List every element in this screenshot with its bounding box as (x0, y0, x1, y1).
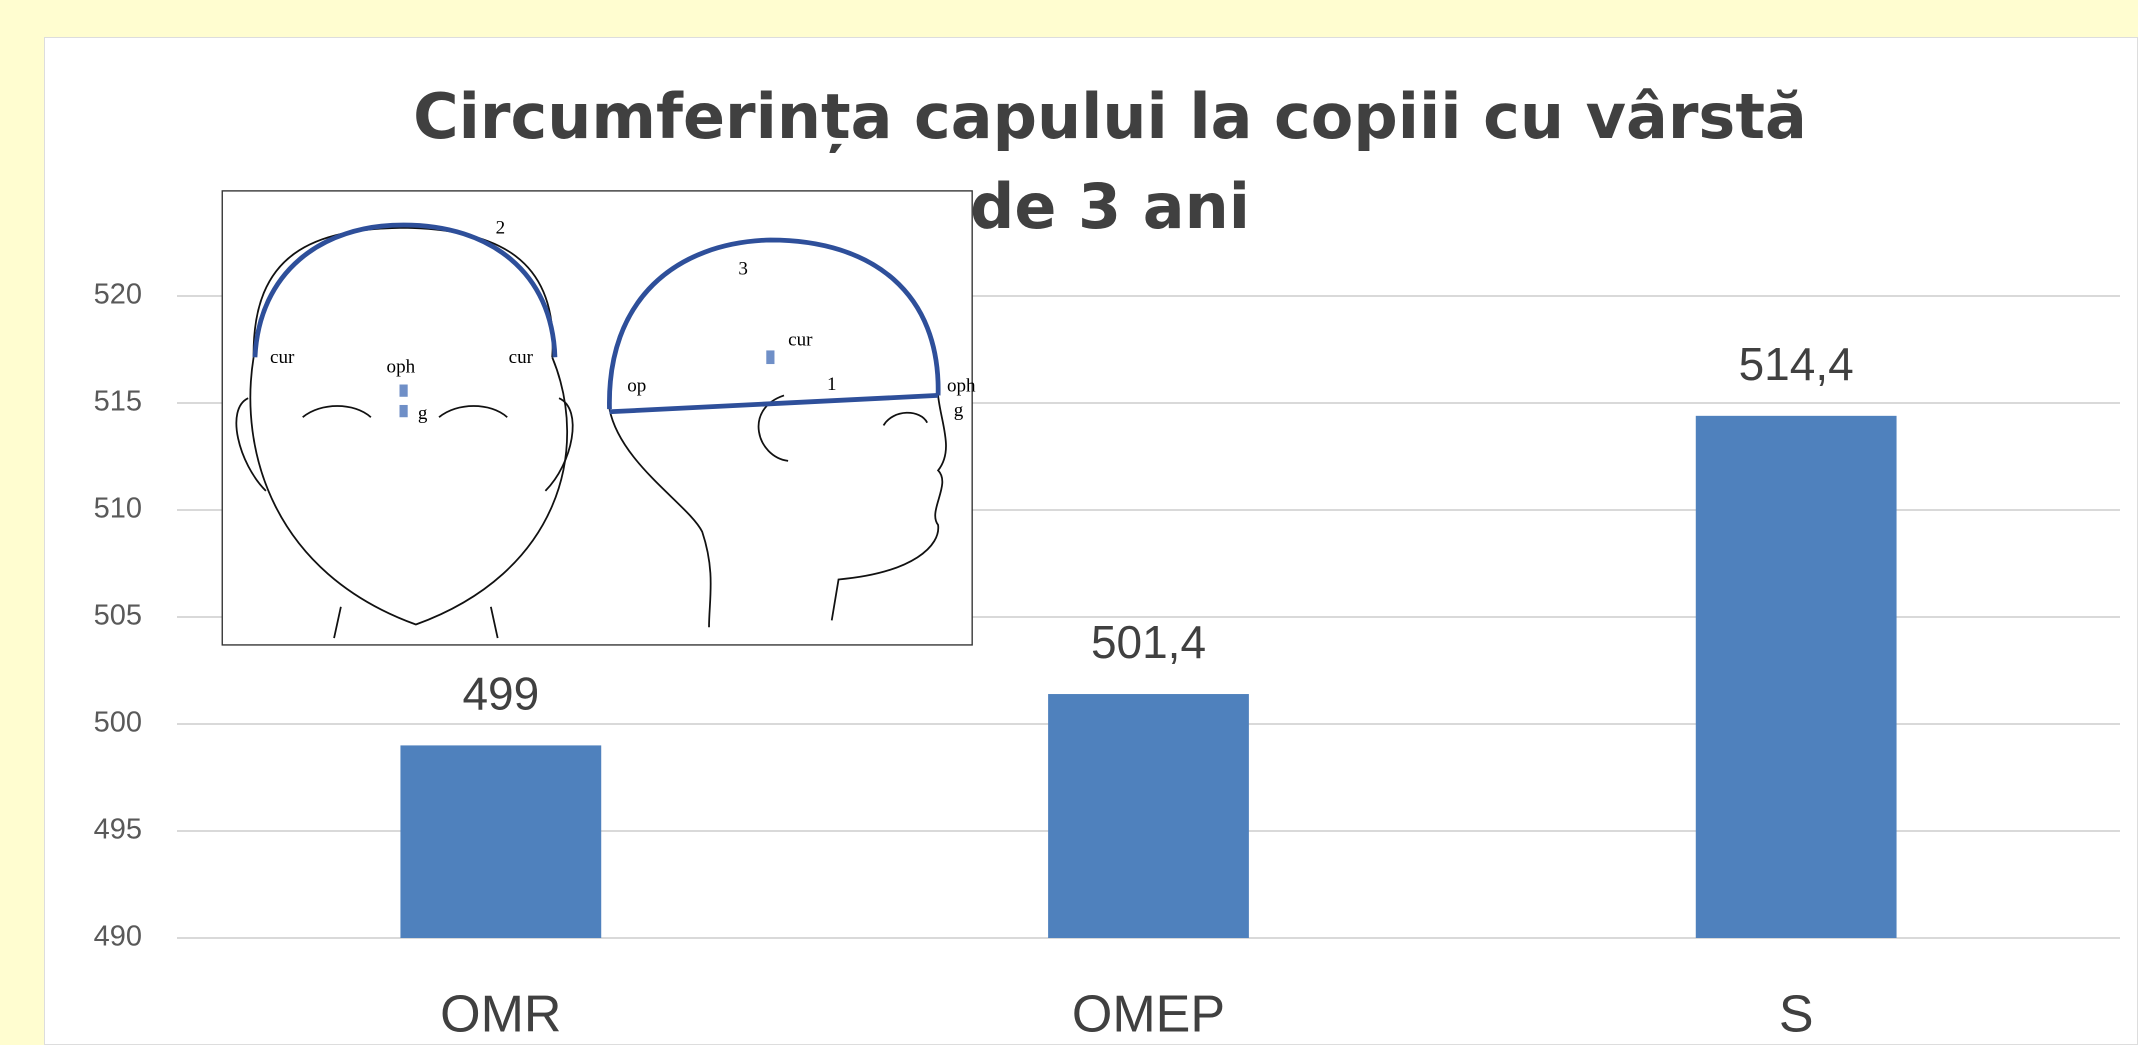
inset-label: cur (788, 329, 813, 350)
bar (1695, 415, 1897, 939)
y-tick-label: 510 (94, 493, 142, 525)
y-tick-label: 520 (94, 279, 142, 311)
y-tick-label: 500 (94, 707, 142, 739)
inset-label: op (627, 376, 646, 397)
y-tick-label: 515 (94, 386, 142, 418)
bar (400, 745, 602, 938)
inset-label: 1 (827, 374, 837, 395)
marker (399, 384, 408, 397)
inset-label: cur (270, 347, 295, 368)
arc-2 (252, 222, 558, 358)
x-tick-label: OMEP (1072, 986, 1225, 1044)
x-tick-label: S (1779, 986, 1814, 1044)
value-label: 501,4 (1091, 616, 1206, 668)
marker (399, 404, 408, 418)
inset-label: cur (509, 347, 534, 368)
inset-label: oph (947, 376, 976, 397)
value-label: 499 (462, 668, 539, 720)
inset-label: 3 (738, 258, 748, 279)
head-front (235, 226, 574, 639)
inset-label: oph (387, 357, 416, 378)
line-1 (609, 393, 939, 415)
inset-label: g (954, 400, 964, 421)
inset-label: 2 (496, 217, 506, 238)
inset-label: g (418, 403, 428, 424)
inset-image: 2 cur oph cur g 3 cur op 1 oph g (221, 190, 976, 646)
chart-title: Circumferința capului la copiii cu vârst… (413, 80, 1807, 243)
x-tick-label: OMR (440, 986, 561, 1044)
y-tick-label: 495 (94, 814, 142, 846)
inset-frame (221, 190, 973, 646)
bar (1048, 694, 1249, 938)
y-tick-label: 505 (94, 600, 142, 632)
marker (766, 350, 775, 365)
y-tick-label: 490 (94, 921, 142, 953)
arc-3 (607, 237, 941, 410)
head-side (608, 394, 947, 628)
value-label: 514,4 (1739, 338, 1854, 390)
